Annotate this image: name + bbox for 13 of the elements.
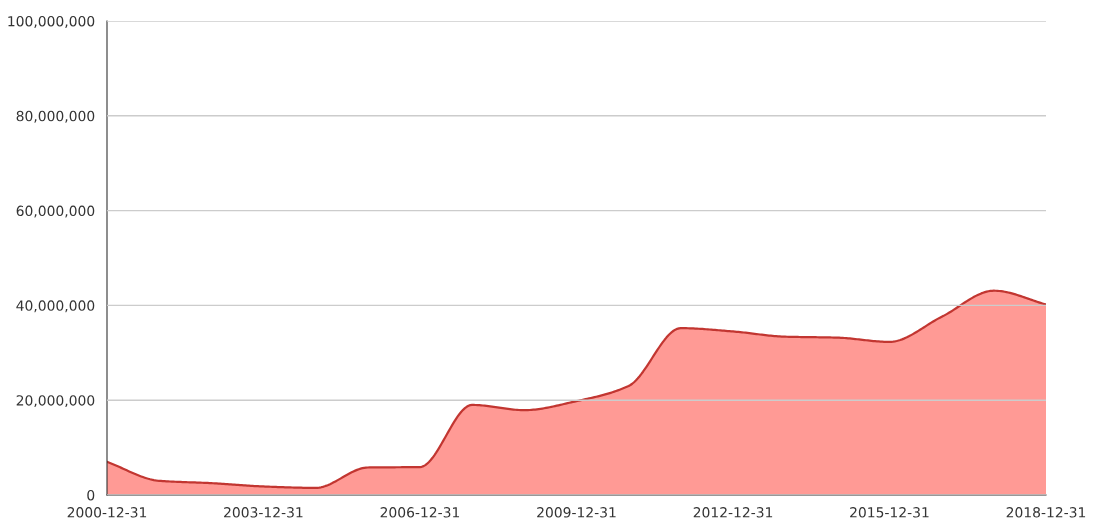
x-tick-label: 2012-12-31 xyxy=(693,507,773,518)
x-tick-label: 2006-12-31 xyxy=(380,507,460,518)
x-tick-label: 2015-12-31 xyxy=(850,507,929,518)
x-tick-label: 2018-12-31 xyxy=(1006,507,1086,518)
y-tick-label: 40,000,000 xyxy=(16,300,95,313)
y-tick-label: 80,000,000 xyxy=(16,110,95,123)
y-tick-label: 20,000,000 xyxy=(16,395,95,408)
x-tick-label: 2003-12-31 xyxy=(224,507,303,518)
x-tick-label: 2009-12-31 xyxy=(537,507,616,518)
y-tick-label: 0 xyxy=(87,489,95,501)
x-tick-label: 2000-12-31 xyxy=(67,507,147,518)
y-tick-label: 100,000,000 xyxy=(8,15,95,28)
y-tick-label: 60,000,000 xyxy=(16,205,95,218)
